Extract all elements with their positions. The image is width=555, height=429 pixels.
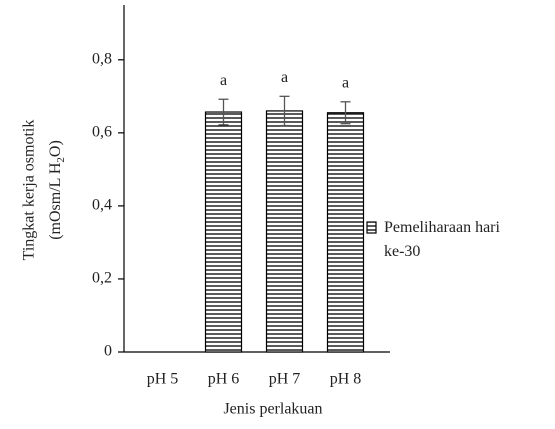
x-tick-label: pH 7	[269, 371, 301, 388]
significance-label: a	[342, 74, 349, 91]
y-tick-label: 0,2	[92, 270, 112, 287]
legend-label: Pemeliharaan hari ke-30	[384, 219, 500, 260]
significance-label: a	[220, 72, 227, 89]
significance-label: a	[281, 69, 288, 86]
legend-marker	[366, 221, 377, 234]
y-axis-label: Tingkat kerja osmotik	[21, 120, 38, 261]
y-tick-label: 0,8	[92, 50, 112, 67]
bar	[326, 112, 365, 353]
y-unit-sub: 2	[55, 157, 67, 163]
y-unit-part: (mOsm/L H	[47, 162, 64, 240]
x-tick-label: pH 5	[147, 371, 179, 388]
y-tick-label: 0,4	[92, 197, 112, 214]
bar	[265, 110, 304, 353]
x-tick-label: pH 8	[330, 371, 362, 388]
y-tick-label: 0,6	[92, 124, 112, 141]
y-tick-label: 0	[104, 343, 112, 360]
bar	[204, 111, 243, 353]
y-unit-part: O)	[47, 140, 64, 157]
y-axis-unit: (mOsm/L H2O)	[47, 140, 67, 240]
x-tick-label: pH 6	[208, 371, 240, 388]
x-axis-label: Jenis perlakuan	[223, 401, 322, 418]
